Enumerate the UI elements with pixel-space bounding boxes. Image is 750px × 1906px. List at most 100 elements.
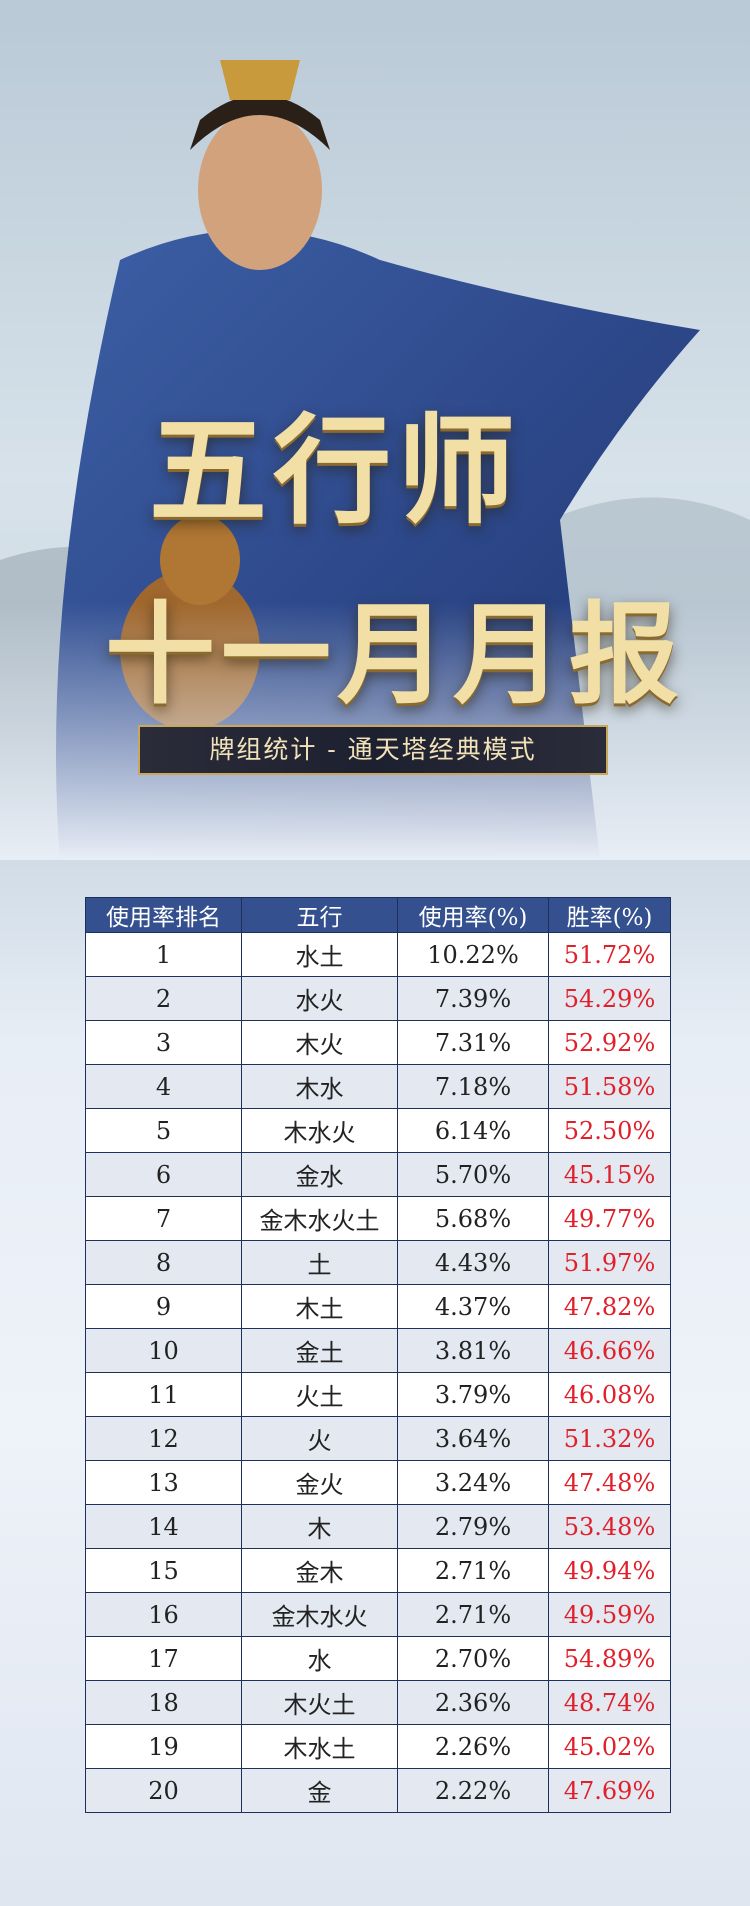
usage-rate: 2.71% <box>397 1592 549 1637</box>
element-combo: 金土 <box>241 1328 398 1373</box>
rank: 14 <box>85 1504 242 1549</box>
subtitle-banner: 牌组统计 - 通天塔经典模式 <box>138 725 608 775</box>
rank: 2 <box>85 976 242 1021</box>
win-rate: 51.32% <box>548 1416 671 1461</box>
rank: 7 <box>85 1196 242 1241</box>
element-combo: 金木水火土 <box>241 1196 398 1241</box>
table-body: 1 水土 10.22% 51.72% 2 水火 7.39% 54.29% 3 木火 7.31% 52.… <box>85 932 671 1813</box>
rank: 5 <box>85 1108 242 1153</box>
table-row: 1 水土 10.22% 51.72% <box>85 932 671 977</box>
rank: 6 <box>85 1152 242 1197</box>
element-combo: 木土 <box>241 1284 398 1329</box>
element-combo: 火 <box>241 1416 398 1461</box>
win-rate: 51.72% <box>548 932 671 977</box>
table-row: 11 火土 3.79% 46.08% <box>85 1372 671 1417</box>
table-row: 13 金火 3.24% 47.48% <box>85 1460 671 1505</box>
element-combo: 火土 <box>241 1372 398 1417</box>
rank: 10 <box>85 1328 242 1373</box>
rank: 17 <box>85 1636 242 1681</box>
win-rate: 47.82% <box>548 1284 671 1329</box>
rank: 13 <box>85 1460 242 1505</box>
win-rate: 54.29% <box>548 976 671 1021</box>
element-combo: 金木 <box>241 1548 398 1593</box>
column-header: 胜率(%) <box>548 897 671 933</box>
table-row: 20 金 2.22% 47.69% <box>85 1768 671 1813</box>
rank: 9 <box>85 1284 242 1329</box>
usage-rate: 10.22% <box>397 932 549 977</box>
table-row: 16 金木水火 2.71% 49.59% <box>85 1592 671 1637</box>
usage-rate: 3.64% <box>397 1416 549 1461</box>
table-header: 使用率排名 五行 使用率(%) 胜率(%) <box>85 897 671 933</box>
element-combo: 金 <box>241 1768 398 1813</box>
element-combo: 水火 <box>241 976 398 1021</box>
rank: 19 <box>85 1724 242 1769</box>
usage-rate: 3.81% <box>397 1328 549 1373</box>
rank: 4 <box>85 1064 242 1109</box>
element-combo: 木水土 <box>241 1724 398 1769</box>
table-row: 2 水火 7.39% 54.29% <box>85 976 671 1021</box>
rank: 8 <box>85 1240 242 1285</box>
table-row: 3 木火 7.31% 52.92% <box>85 1020 671 1065</box>
win-rate: 46.66% <box>548 1328 671 1373</box>
element-combo: 金木水火 <box>241 1592 398 1637</box>
element-combo: 木水 <box>241 1064 398 1109</box>
usage-rate: 2.22% <box>397 1768 549 1813</box>
stats-table: 使用率排名 五行 使用率(%) 胜率(%) 1 水土 10.22% 51.72% 2 水火 7.3… <box>85 897 671 1813</box>
element-combo: 土 <box>241 1240 398 1285</box>
column-header: 使用率排名 <box>85 897 242 933</box>
rank: 15 <box>85 1548 242 1593</box>
table-row: 15 金木 2.71% 49.94% <box>85 1548 671 1593</box>
win-rate: 45.15% <box>548 1152 671 1197</box>
element-combo: 水土 <box>241 932 398 977</box>
column-header: 使用率(%) <box>397 897 549 933</box>
table-row: 18 木火土 2.36% 48.74% <box>85 1680 671 1725</box>
usage-rate: 6.14% <box>397 1108 549 1153</box>
table-row: 12 火 3.64% 51.32% <box>85 1416 671 1461</box>
rank: 16 <box>85 1592 242 1637</box>
win-rate: 52.50% <box>548 1108 671 1153</box>
usage-rate: 4.37% <box>397 1284 549 1329</box>
usage-rate: 5.70% <box>397 1152 549 1197</box>
usage-rate: 7.39% <box>397 976 549 1021</box>
win-rate: 46.08% <box>548 1372 671 1417</box>
element-combo: 木火土 <box>241 1680 398 1725</box>
usage-rate: 4.43% <box>397 1240 549 1285</box>
win-rate: 53.48% <box>548 1504 671 1549</box>
usage-rate: 5.68% <box>397 1196 549 1241</box>
win-rate: 52.92% <box>548 1020 671 1065</box>
hero-art <box>0 0 750 860</box>
rank: 1 <box>85 932 242 977</box>
table-row: 9 木土 4.37% 47.82% <box>85 1284 671 1329</box>
table-row: 4 木水 7.18% 51.58% <box>85 1064 671 1109</box>
win-rate: 49.94% <box>548 1548 671 1593</box>
table-row: 19 木水土 2.26% 45.02% <box>85 1724 671 1769</box>
element-combo: 金水 <box>241 1152 398 1197</box>
win-rate: 45.02% <box>548 1724 671 1769</box>
column-header: 五行 <box>241 897 398 933</box>
usage-rate: 2.71% <box>397 1548 549 1593</box>
table-row: 17 水 2.70% 54.89% <box>85 1636 671 1681</box>
table-row: 8 土 4.43% 51.97% <box>85 1240 671 1285</box>
table-row: 14 木 2.79% 53.48% <box>85 1504 671 1549</box>
rank: 18 <box>85 1680 242 1725</box>
usage-rate: 2.79% <box>397 1504 549 1549</box>
element-combo: 金火 <box>241 1460 398 1505</box>
table-row: 10 金土 3.81% 46.66% <box>85 1328 671 1373</box>
usage-rate: 3.24% <box>397 1460 549 1505</box>
win-rate: 47.69% <box>548 1768 671 1813</box>
table-row: 5 木水火 6.14% 52.50% <box>85 1108 671 1153</box>
usage-rate: 7.31% <box>397 1020 549 1065</box>
rank: 20 <box>85 1768 242 1813</box>
usage-rate: 3.79% <box>397 1372 549 1417</box>
win-rate: 49.59% <box>548 1592 671 1637</box>
usage-rate: 2.70% <box>397 1636 549 1681</box>
table-row: 6 金水 5.70% 45.15% <box>85 1152 671 1197</box>
element-combo: 木火 <box>241 1020 398 1065</box>
rank: 11 <box>85 1372 242 1417</box>
win-rate: 47.48% <box>548 1460 671 1505</box>
rank: 12 <box>85 1416 242 1461</box>
title-line-1: 五行师 <box>148 401 521 540</box>
table-row: 7 金木水火土 5.68% 49.77% <box>85 1196 671 1241</box>
usage-rate: 2.36% <box>397 1680 549 1725</box>
